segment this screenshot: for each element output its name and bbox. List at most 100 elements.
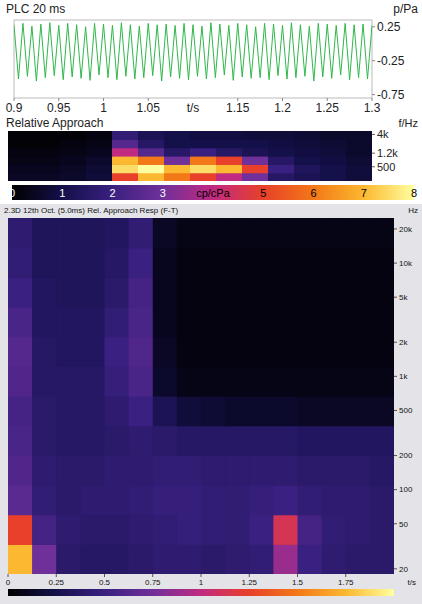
heat-cell: [153, 337, 178, 367]
heat-cell: [112, 156, 139, 165]
heat-cell: [242, 156, 269, 165]
heat-cell: [273, 218, 298, 248]
heat-cell: [268, 148, 295, 157]
heat-cell: [346, 485, 371, 515]
heat-cell: [225, 485, 250, 515]
heat-cell: [56, 307, 81, 337]
heat-cell: [177, 277, 202, 307]
heat-cell: [129, 455, 154, 485]
figure: PLC 20 msp/Pa0.90.9511.051.151.21.251.3t…: [0, 0, 422, 604]
y-tick: [394, 228, 397, 229]
heat-cell: [60, 173, 87, 181]
x-tick: [8, 574, 9, 577]
heat-cell: [8, 139, 35, 148]
heat-cell: [201, 307, 226, 337]
x-tick: [201, 574, 202, 577]
y-tick: [372, 134, 375, 135]
heat-cell: [164, 131, 191, 140]
heat-cell: [153, 396, 178, 426]
y-tick-label: -0.25: [377, 54, 405, 68]
heat-cell: [164, 139, 191, 148]
heat-cell: [294, 156, 321, 165]
colorbar-tick-label: 1: [59, 187, 65, 199]
heat-cell: [8, 515, 33, 545]
heat-cell: [346, 337, 371, 367]
heat-cell: [153, 426, 178, 456]
heat-cell: [80, 396, 105, 426]
y-tick: [372, 94, 375, 95]
heat-cell: [273, 248, 298, 278]
y-tick-label: 10k: [399, 259, 413, 268]
heat-cell: [177, 426, 202, 456]
heat-cell: [249, 218, 274, 248]
heat-cell: [112, 131, 139, 140]
heat-cell: [273, 337, 298, 367]
heat-cell: [105, 544, 130, 574]
heat-cell: [201, 277, 226, 307]
heat-cell: [177, 366, 202, 396]
heat-cell: [105, 426, 130, 456]
y-tick: [372, 60, 375, 61]
heat-cell: [242, 148, 269, 157]
heat-cell: [80, 218, 105, 248]
heat-cell: [34, 131, 61, 140]
heat-cell: [34, 139, 61, 148]
heat-cell: [60, 131, 87, 140]
heat-cell: [225, 277, 250, 307]
x-tick-label: 0.5: [99, 578, 111, 587]
heat-cell: [249, 426, 274, 456]
x-tick: [345, 574, 346, 577]
heat-cell: [112, 164, 139, 173]
y-tick-label: 50: [399, 520, 408, 529]
heat-cell: [129, 218, 154, 248]
heat-cell: [190, 148, 217, 157]
y-tick-label: 500: [377, 161, 395, 173]
heat-cell: [346, 366, 371, 396]
heat-cell: [153, 307, 178, 337]
x-tick-label: 1: [199, 578, 204, 587]
heat-cell: [320, 156, 347, 165]
heat-cell: [216, 131, 243, 140]
heat-cell: [370, 277, 394, 307]
colorbar-label: cp/cPa: [196, 187, 231, 199]
heat-cell: [249, 366, 274, 396]
heat-cell: [225, 218, 250, 248]
title: PLC 20 ms: [6, 2, 65, 16]
heat-cell: [322, 337, 347, 367]
heat-cell: [225, 307, 250, 337]
heat-cell: [105, 307, 130, 337]
heat-cell: [298, 218, 323, 248]
y-tick: [372, 166, 375, 167]
heat-cell: [8, 173, 35, 181]
heat-cell: [225, 396, 250, 426]
heat-cell: [86, 156, 113, 165]
heat-cell: [138, 164, 165, 173]
heat-cell: [268, 173, 295, 181]
heat-cell: [346, 218, 371, 248]
heatmap-cells: [8, 218, 394, 574]
heat-cell: [320, 139, 347, 148]
heat-cell: [201, 366, 226, 396]
heat-cell: [80, 277, 105, 307]
y-axis-label: f/Hz: [398, 117, 418, 129]
x-tick: [297, 574, 298, 577]
heat-cell: [346, 544, 371, 574]
heat-cell: [177, 515, 202, 545]
heat-cell: [322, 455, 347, 485]
heat-cell: [105, 485, 130, 515]
y-tick: [394, 489, 397, 490]
heat-cell: [201, 248, 226, 278]
heat-cell: [370, 366, 394, 396]
heat-cell: [294, 139, 321, 148]
colorbar-tick-label: 7: [361, 187, 367, 199]
heat-cell: [105, 455, 130, 485]
plot-frame: [14, 20, 372, 98]
heat-cell: [346, 426, 371, 456]
heat-cell: [8, 277, 33, 307]
heat-cell: [273, 544, 298, 574]
heat-cell: [34, 148, 61, 157]
heat-cell: [153, 485, 178, 515]
heat-cell: [216, 139, 243, 148]
plot-background: [8, 131, 372, 181]
heat-cell: [249, 337, 274, 367]
